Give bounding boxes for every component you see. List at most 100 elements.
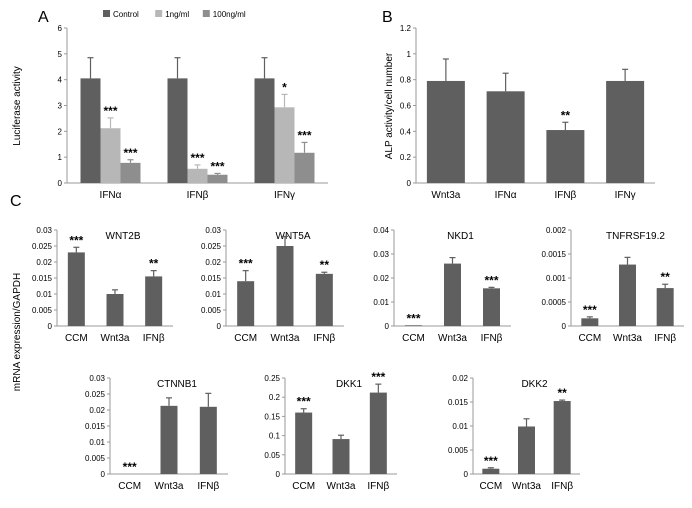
x-tick-label-tnfrsf19: CCM bbox=[578, 333, 601, 344]
y-tick-label-wnt2b: 0.005 bbox=[32, 306, 53, 315]
bar-a bbox=[187, 168, 208, 183]
x-tick-label-dkk1: CCM bbox=[292, 481, 315, 492]
bar-tnfrsf19 bbox=[581, 318, 599, 326]
x-tick-label-wnt5a: Wnt3a bbox=[271, 333, 300, 344]
y-tick-label-wnt5a: 0.005 bbox=[201, 306, 222, 315]
y-tick-label-wnt2b: 0.02 bbox=[36, 258, 52, 267]
panel-label-a: A bbox=[38, 9, 49, 26]
y-tick-label-wnt5a: 0.01 bbox=[205, 290, 221, 299]
legend-swatch bbox=[103, 10, 110, 17]
y-tick-label-b: 0 bbox=[407, 179, 412, 188]
bar-dkk1 bbox=[369, 392, 387, 474]
y-axis-label-wnt2b: mRNA expression/GAPDH bbox=[12, 273, 23, 391]
significance-label-dkk2: *** bbox=[484, 454, 498, 468]
y-tick-label-dkk1: 0.2 bbox=[269, 393, 281, 402]
y-tick-label-b: 1 bbox=[407, 50, 412, 59]
legend-swatch bbox=[155, 10, 163, 17]
bar-b bbox=[486, 91, 525, 183]
significance-label-nkd1: *** bbox=[484, 273, 498, 287]
bar-b bbox=[606, 80, 645, 183]
bar-a bbox=[274, 107, 295, 183]
legend-item-a: Control bbox=[103, 10, 139, 19]
chart-title-wnt2b: WNT2B bbox=[106, 231, 141, 242]
x-tick-label-dkk1: IFNβ bbox=[367, 481, 389, 492]
y-tick-label-ctnnb1: 0 bbox=[101, 470, 106, 479]
chart-dkk1: 0 0.05 0.1 0.15 0.2 0.25 DKK1 *** CCM Wnt3a *** IFN… bbox=[264, 370, 397, 492]
chart-ctnnb1: 0 0.005 0.01 0.015 0.02 0.025 0.03 CTNNB1 *** CCM… bbox=[85, 374, 228, 492]
significance-label-wnt2b: *** bbox=[69, 233, 83, 247]
bar-a bbox=[254, 78, 275, 183]
bar-ctnnb1 bbox=[160, 405, 178, 474]
y-tick-label-a: 1 bbox=[58, 153, 63, 162]
bar-a bbox=[80, 78, 101, 183]
significance-label-nkd1: *** bbox=[406, 311, 420, 325]
y-axis-label-a: Luciferase activity bbox=[12, 66, 23, 145]
y-tick-label-wnt5a: 0.015 bbox=[201, 274, 222, 283]
y-tick-label-b: 0.4 bbox=[400, 127, 412, 136]
y-tick-label-tnfrsf19: 0.002 bbox=[546, 226, 567, 235]
x-tick-label-b: IFNγ bbox=[615, 190, 636, 201]
legend-label: 1ng/ml bbox=[165, 10, 189, 19]
y-tick-label-b: 1.2 bbox=[400, 24, 412, 33]
panel-label-b: B bbox=[382, 9, 393, 26]
bar-ctnnb1 bbox=[199, 406, 217, 474]
y-tick-label-ctnnb1: 0.02 bbox=[89, 406, 105, 415]
bar-dkk1 bbox=[332, 439, 350, 474]
chart-dkk2: 0 0.005 0.01 0.015 0.02 DKK2 *** CCM Wnt3a ** IFNβ bbox=[448, 374, 580, 492]
significance-label-a: *** bbox=[297, 128, 311, 142]
bar-wnt2b bbox=[106, 294, 124, 326]
x-tick-label-a: IFNβ bbox=[187, 190, 209, 201]
y-tick-label-wnt2b: 0.025 bbox=[32, 242, 53, 251]
y-tick-label-a: 6 bbox=[58, 24, 63, 33]
y-tick-label-nkd1: 0.04 bbox=[373, 226, 389, 235]
y-tick-label-nkd1: 0.02 bbox=[373, 274, 389, 283]
x-tick-label-wnt2b: Wnt3a bbox=[101, 333, 130, 344]
y-tick-label-wnt5a: 0.025 bbox=[201, 242, 222, 251]
bar-nkd1 bbox=[483, 288, 500, 326]
y-tick-label-tnfrsf19: 0.0015 bbox=[542, 250, 567, 259]
x-tick-label-nkd1: IFNβ bbox=[481, 333, 503, 344]
bar-wnt5a bbox=[315, 273, 333, 326]
legend-item-a: 1ng/ml bbox=[155, 10, 189, 19]
chart-tnfrsf19: 0 0.0005 0.001 0.0015 0.002 TNFRSF19.2 *** CCM W… bbox=[542, 226, 684, 344]
x-tick-label-b: IFNβ bbox=[554, 190, 576, 201]
significance-label-dkk1: *** bbox=[371, 370, 385, 384]
significance-label-a: * bbox=[282, 80, 287, 94]
y-tick-label-tnfrsf19: 0.0005 bbox=[542, 298, 567, 307]
significance-label-tnfrsf19: *** bbox=[583, 303, 597, 317]
bar-dkk1 bbox=[295, 412, 313, 474]
x-tick-label-a: IFNα bbox=[100, 190, 122, 201]
significance-label-wnt5a: ** bbox=[320, 258, 330, 272]
chart-title-ctnnb1: CTNNB1 bbox=[157, 379, 197, 390]
y-tick-label-ctnnb1: 0.01 bbox=[89, 438, 105, 447]
bar-nkd1 bbox=[405, 325, 422, 326]
bar-a bbox=[167, 78, 188, 183]
x-tick-label-tnfrsf19: IFNβ bbox=[654, 333, 676, 344]
bar-tnfrsf19 bbox=[656, 288, 674, 326]
legend-item-a: 100ng/ml bbox=[202, 10, 246, 19]
chart-wnt5a: 0 0.005 0.01 0.015 0.02 0.025 0.03 WNT5A *** CCM W… bbox=[201, 226, 344, 344]
y-tick-label-dkk2: 0.02 bbox=[452, 374, 468, 383]
x-tick-label-ctnnb1: Wnt3a bbox=[155, 481, 184, 492]
y-tick-label-dkk2: 0.005 bbox=[448, 446, 469, 455]
y-tick-label-a: 4 bbox=[58, 76, 63, 85]
y-axis-label-b: ALP activity/cell number bbox=[384, 52, 395, 159]
x-tick-label-ctnnb1: CCM bbox=[118, 481, 141, 492]
legend-label: Control bbox=[113, 10, 139, 19]
chart-nkd1: 0 0.01 0.02 0.03 0.04 NKD1 *** CCM Wnt3a *** IFNβ bbox=[373, 226, 511, 344]
y-tick-label-nkd1: 0 bbox=[385, 322, 390, 331]
x-tick-label-wnt5a: IFNβ bbox=[313, 333, 335, 344]
bar-b bbox=[546, 130, 585, 183]
y-tick-label-wnt2b: 0.01 bbox=[36, 290, 52, 299]
y-tick-label-b: 0.2 bbox=[400, 153, 412, 162]
bar-wnt5a bbox=[237, 281, 255, 326]
significance-label-dkk1: *** bbox=[297, 395, 311, 409]
chart-b: 0 0.2 0.4 0.6 0.8 1 1.2 ALP activity/cell numbe… bbox=[384, 24, 655, 201]
chart-title-tnfrsf19: TNFRSF19.2 bbox=[606, 231, 665, 242]
bar-b bbox=[426, 80, 465, 183]
x-tick-label-b: IFNα bbox=[495, 190, 517, 201]
chart-wnt2b: 0 0.005 0.01 0.015 0.02 0.025 0.03 WNT2B mRNA ex… bbox=[12, 226, 173, 391]
x-tick-label-wnt2b: IFNβ bbox=[143, 333, 165, 344]
